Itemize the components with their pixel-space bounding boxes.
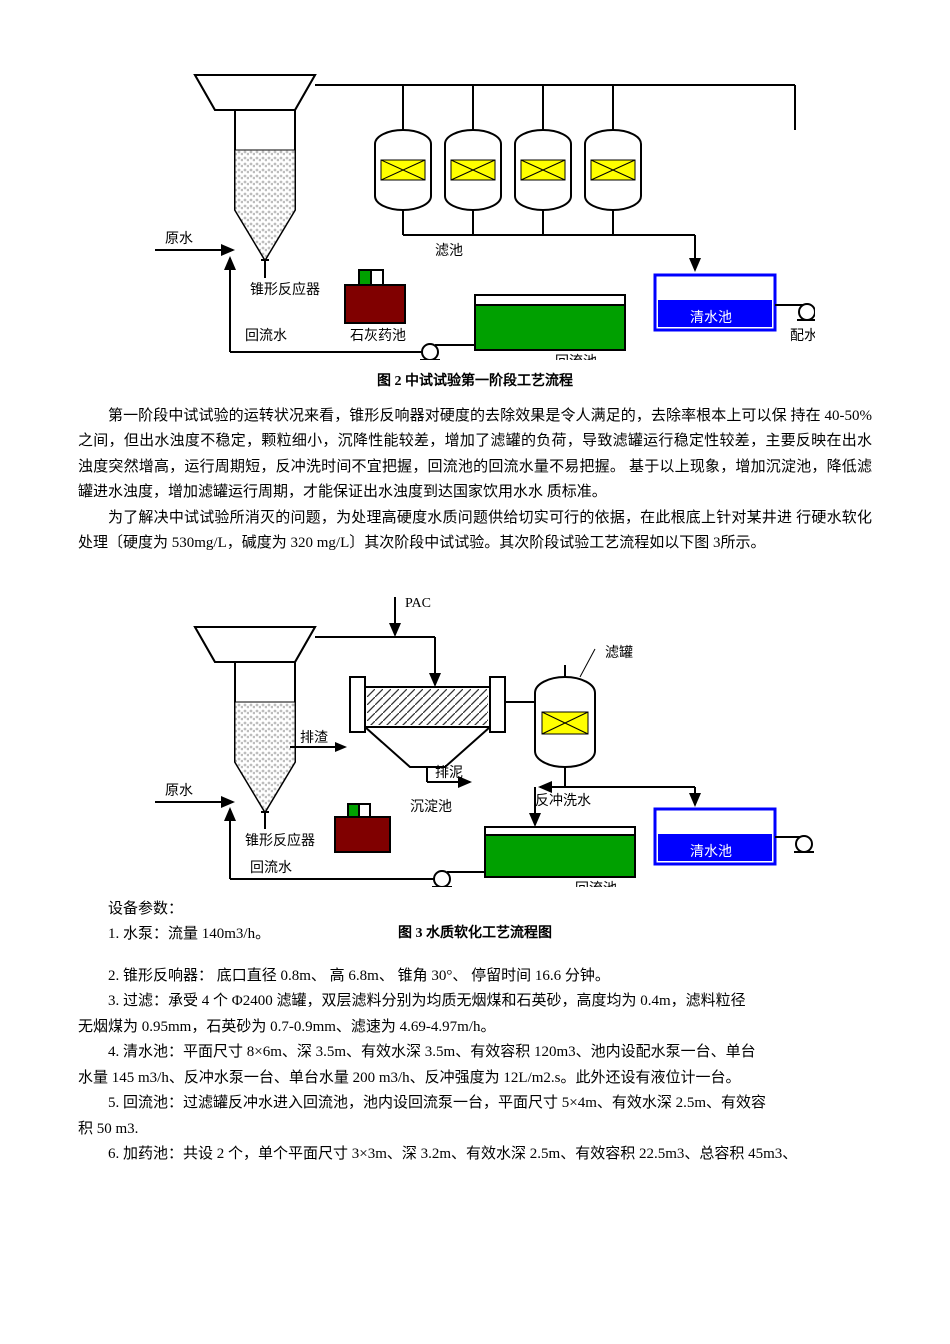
param-5: 5. 回流池：过滤罐反冲水进入回流池，池内设回流泵一台，平面尺寸 5×4m、有效… <box>108 1091 872 1117</box>
label-raw-water: 原水 <box>165 231 193 247</box>
label2-filter: 滤罐 <box>605 645 633 661</box>
label-filter: 滤池 <box>435 243 463 259</box>
label-return-pool: 回流池 <box>555 354 597 360</box>
label2-clear-pool: 清水池 <box>690 844 732 860</box>
label-pump: 配水泵 <box>790 328 815 344</box>
diagram-stage2: 原水 锥形反应器 回流水 排渣 PAC 排泥 沉淀池 滤罐 反冲洗水 清水池 <box>135 577 815 887</box>
label-cone-reactor: 锥形反应器 <box>250 281 320 298</box>
cone-reactor <box>195 75 315 278</box>
label2-raw-water: 原水 <box>165 783 193 799</box>
param-4: 4. 清水池：平面尺寸 8×6m、深 3.5m、有效水深 3.5m、有效容积 1… <box>108 1040 872 1066</box>
param-6: 6. 加药池：共设 2 个，单个平面尺寸 3×3m、深 3.2m、有效水深 2.… <box>108 1142 872 1168</box>
label-lime-pool: 石灰药池 <box>350 328 406 344</box>
para-stage1-desc: 第一阶段中试试验的运转状况来看，锥形反响器对硬度的去除效果是令人满足的，去除率根… <box>78 404 872 506</box>
label2-pac: PAC <box>405 596 431 611</box>
para-stage2-intro: 为了解决中试试验所消灭的问题，为处理高硬度水质问题供给切实可行的依据，在此根底上… <box>78 506 872 557</box>
param-5-cont: 积 50 m3. <box>78 1117 872 1143</box>
label2-sed: 沉淀池 <box>410 799 452 815</box>
label-return-water: 回流水 <box>245 328 287 344</box>
params-label: 设备参数： <box>78 897 872 923</box>
label2-backwash: 反冲洗水 <box>535 793 591 809</box>
label2-slag: 排渣 <box>300 730 328 746</box>
label-clear-pool: 清水池 <box>690 310 732 326</box>
label2-mud: 排泥 <box>435 765 463 781</box>
params-list-cont: 2. 锥形反响器： 底口直径 0.8m、 高 6.8m、 锥角 30°、 停留时… <box>78 964 872 1015</box>
diagram-stage1: 原水 锥形反应器 石灰药池 回流水 <box>135 60 815 360</box>
label2-cone-reactor: 锥形反应器 <box>245 832 315 849</box>
param-3: 3. 过滤：承受 4 个 Φ2400 滤罐，双层滤料分别为均质无烟煤和石英砂，高… <box>108 989 872 1015</box>
param-4-cont: 水量 145 m3/h、反冲水泵一台、单台水量 200 m3/h、反冲强度为 1… <box>78 1066 872 1092</box>
param-3-cont: 无烟煤为 0.95mm，石英砂为 0.7-0.9mm、滤速为 4.69-4.97… <box>78 1015 872 1041</box>
caption-fig2: 图 2 中试试验第一阶段工艺流程 <box>78 370 872 394</box>
filter-tanks <box>375 120 641 220</box>
label2-return-water: 回流水 <box>250 860 292 876</box>
label2-return-pool: 回流池 <box>575 881 617 887</box>
param-2: 2. 锥形反响器： 底口直径 0.8m、 高 6.8m、 锥角 30°、 停留时… <box>108 964 872 990</box>
